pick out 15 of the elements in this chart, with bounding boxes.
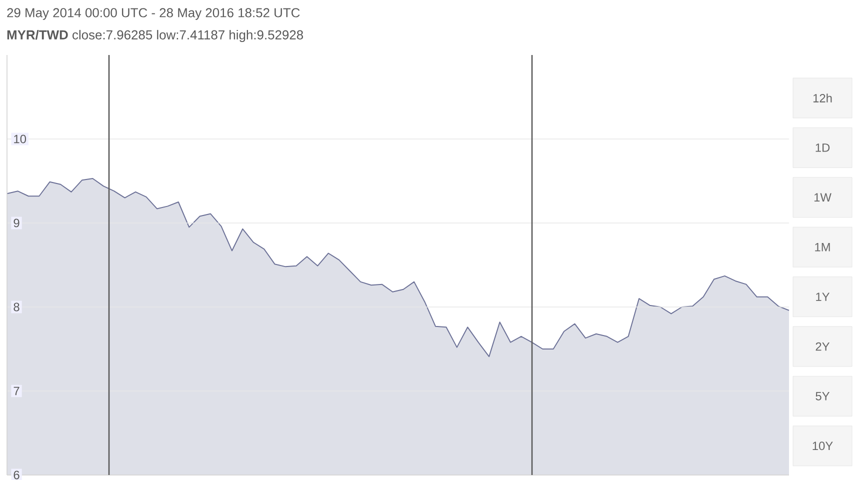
text: 2Y xyxy=(816,342,830,351)
y-tick-label: 7 xyxy=(14,386,20,396)
text: 5Y xyxy=(816,392,830,400)
text: 1M xyxy=(815,242,830,252)
text: 1D xyxy=(816,144,830,152)
chart-subtitle: MYR/TWD close:7.96285 low:7.41187 high:9.52928 xyxy=(7,30,304,42)
y-tick-label: 8 xyxy=(14,302,20,312)
text: 1Y xyxy=(816,292,830,301)
y-tick-label: 9 xyxy=(14,218,20,228)
text: 10Y xyxy=(812,442,833,450)
text: 12h xyxy=(813,94,832,102)
y-tick-label: 6 xyxy=(14,470,20,480)
y-tick-label: 10 xyxy=(14,134,26,144)
chart-title: 29 May 2014 00:00 UTC - 28 May 2016 18:52 UTC xyxy=(7,8,300,20)
text: 1W xyxy=(814,193,832,202)
